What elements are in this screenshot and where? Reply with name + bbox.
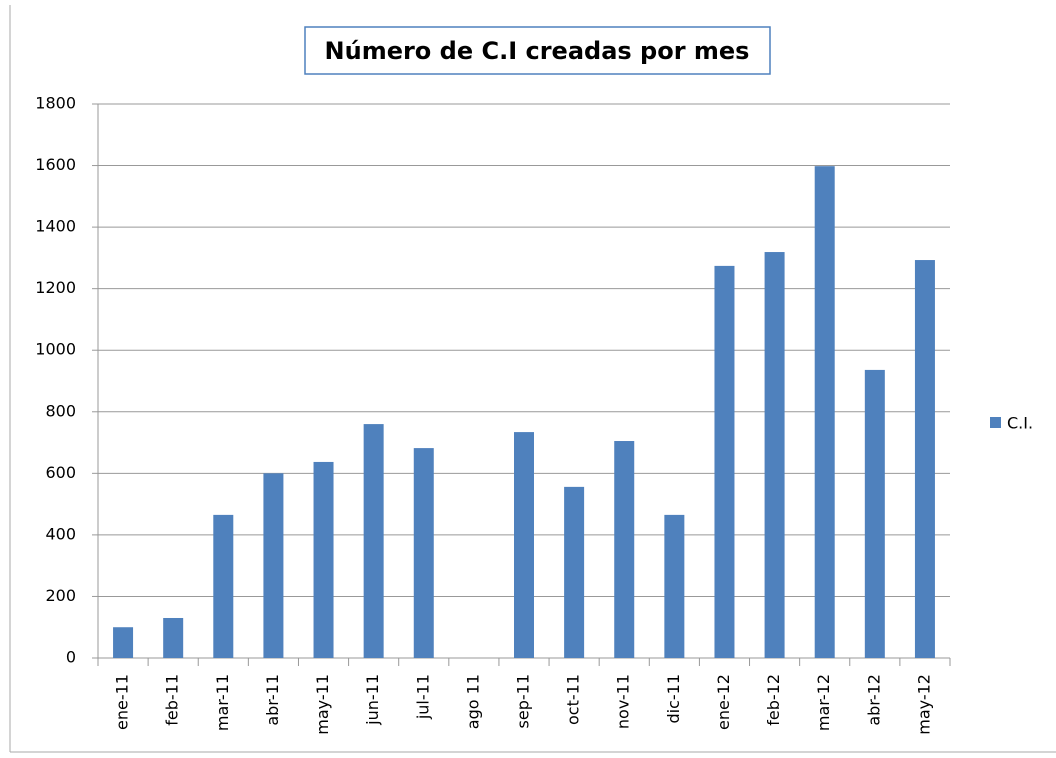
bar [413,448,434,658]
bar [514,432,534,658]
legend-swatch [990,417,1001,428]
y-tick-label: 1000 [35,340,76,359]
legend-label: C.I. [1007,414,1033,433]
x-tick-label: mar-11 [213,674,232,731]
y-tick-label: 1800 [35,94,76,113]
bar [113,627,134,658]
bar [614,441,635,658]
x-tick-label: jun-11 [363,674,382,726]
y-tick-label: 1600 [35,155,76,174]
x-tick-label: feb-12 [764,674,783,726]
bar [564,486,585,658]
x-tick-label: sep-11 [514,674,533,728]
y-tick-label: 800 [45,401,76,420]
x-tick-label: ene-11 [113,674,132,730]
bar [814,166,835,658]
x-tick-label: ago 11 [463,674,482,729]
x-tick-label: dic-11 [664,674,683,724]
title-box [304,26,771,75]
y-tick-label: 1200 [35,278,76,297]
y-tick-label: 1400 [35,217,76,236]
y-tick-label: 400 [45,524,76,543]
bar [914,260,935,658]
x-tick-label: may-12 [914,674,933,735]
x-tick-label: oct-11 [564,674,583,725]
bar [363,424,384,658]
bar [313,461,334,658]
x-tick-label: nov-11 [614,674,633,729]
x-tick-label: abr-12 [864,674,883,726]
x-tick-label: jul-11 [413,674,432,720]
x-tick-label: mar-12 [814,674,833,731]
x-tick-label: feb-11 [163,674,182,726]
bar [213,514,234,658]
x-tick-label: abr-11 [263,674,282,726]
y-tick-label: 200 [45,586,76,605]
bar [263,473,284,658]
bar [864,369,885,658]
chart-title: Número de C.I creadas por mes [325,37,750,65]
x-tick-label: may-11 [313,674,332,735]
y-tick-label: 600 [45,463,76,482]
bar [163,617,184,658]
y-tick-label: 0 [66,648,76,667]
bar [664,514,685,658]
bar [764,252,785,658]
bar [714,265,735,658]
x-tick-label: ene-12 [714,674,733,730]
